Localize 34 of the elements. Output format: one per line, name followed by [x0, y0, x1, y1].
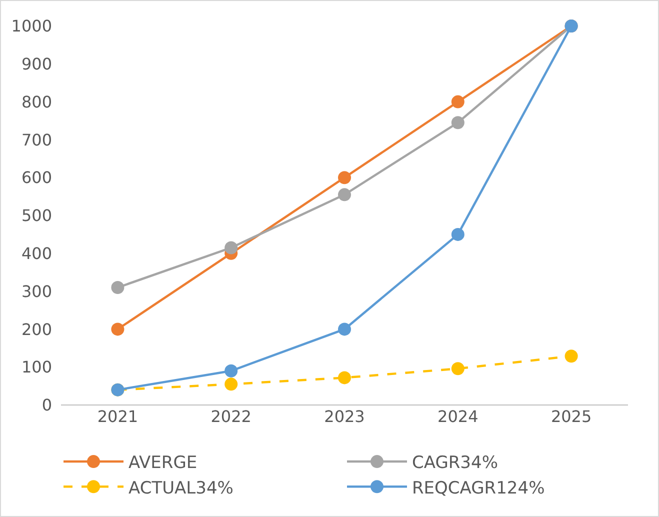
point [451, 95, 464, 108]
point [451, 362, 464, 376]
point [338, 371, 351, 384]
y-tick-label: 400 [21, 244, 52, 263]
point [111, 281, 124, 294]
point [338, 188, 351, 202]
y-tick-label: 800 [21, 92, 52, 112]
legend-label: ACTUAL34% [128, 478, 234, 498]
y-tick-label: 600 [21, 168, 52, 188]
point [224, 364, 238, 378]
y-tick-label: 1000 [11, 16, 52, 36]
x-tick-label: 2023 [324, 407, 365, 426]
y-tick-label: 900 [21, 54, 52, 74]
x-tick-label: 2022 [210, 407, 252, 426]
point [451, 116, 464, 130]
y-tick-label: 0 [42, 396, 52, 415]
legend-label: CAGR34% [412, 453, 498, 474]
x-tick-label: 2025 [550, 407, 592, 426]
legend-label: AVERGE [128, 453, 198, 474]
y-tick-label: 700 [21, 130, 52, 150]
point [564, 350, 578, 363]
y-tick-label: 500 [21, 206, 52, 226]
point [338, 322, 351, 336]
x-tick-label: 2024 [438, 407, 478, 426]
point [224, 241, 238, 254]
point [338, 171, 351, 184]
x-tick-label: 2021 [97, 407, 138, 426]
legend-label: REQCAGR124% [412, 478, 545, 498]
y-tick-label: 100 [21, 358, 52, 377]
y-tick-label: 300 [21, 282, 52, 301]
y-tick-label: 200 [21, 320, 52, 339]
point [224, 378, 238, 391]
point [451, 228, 464, 241]
point [111, 322, 124, 336]
